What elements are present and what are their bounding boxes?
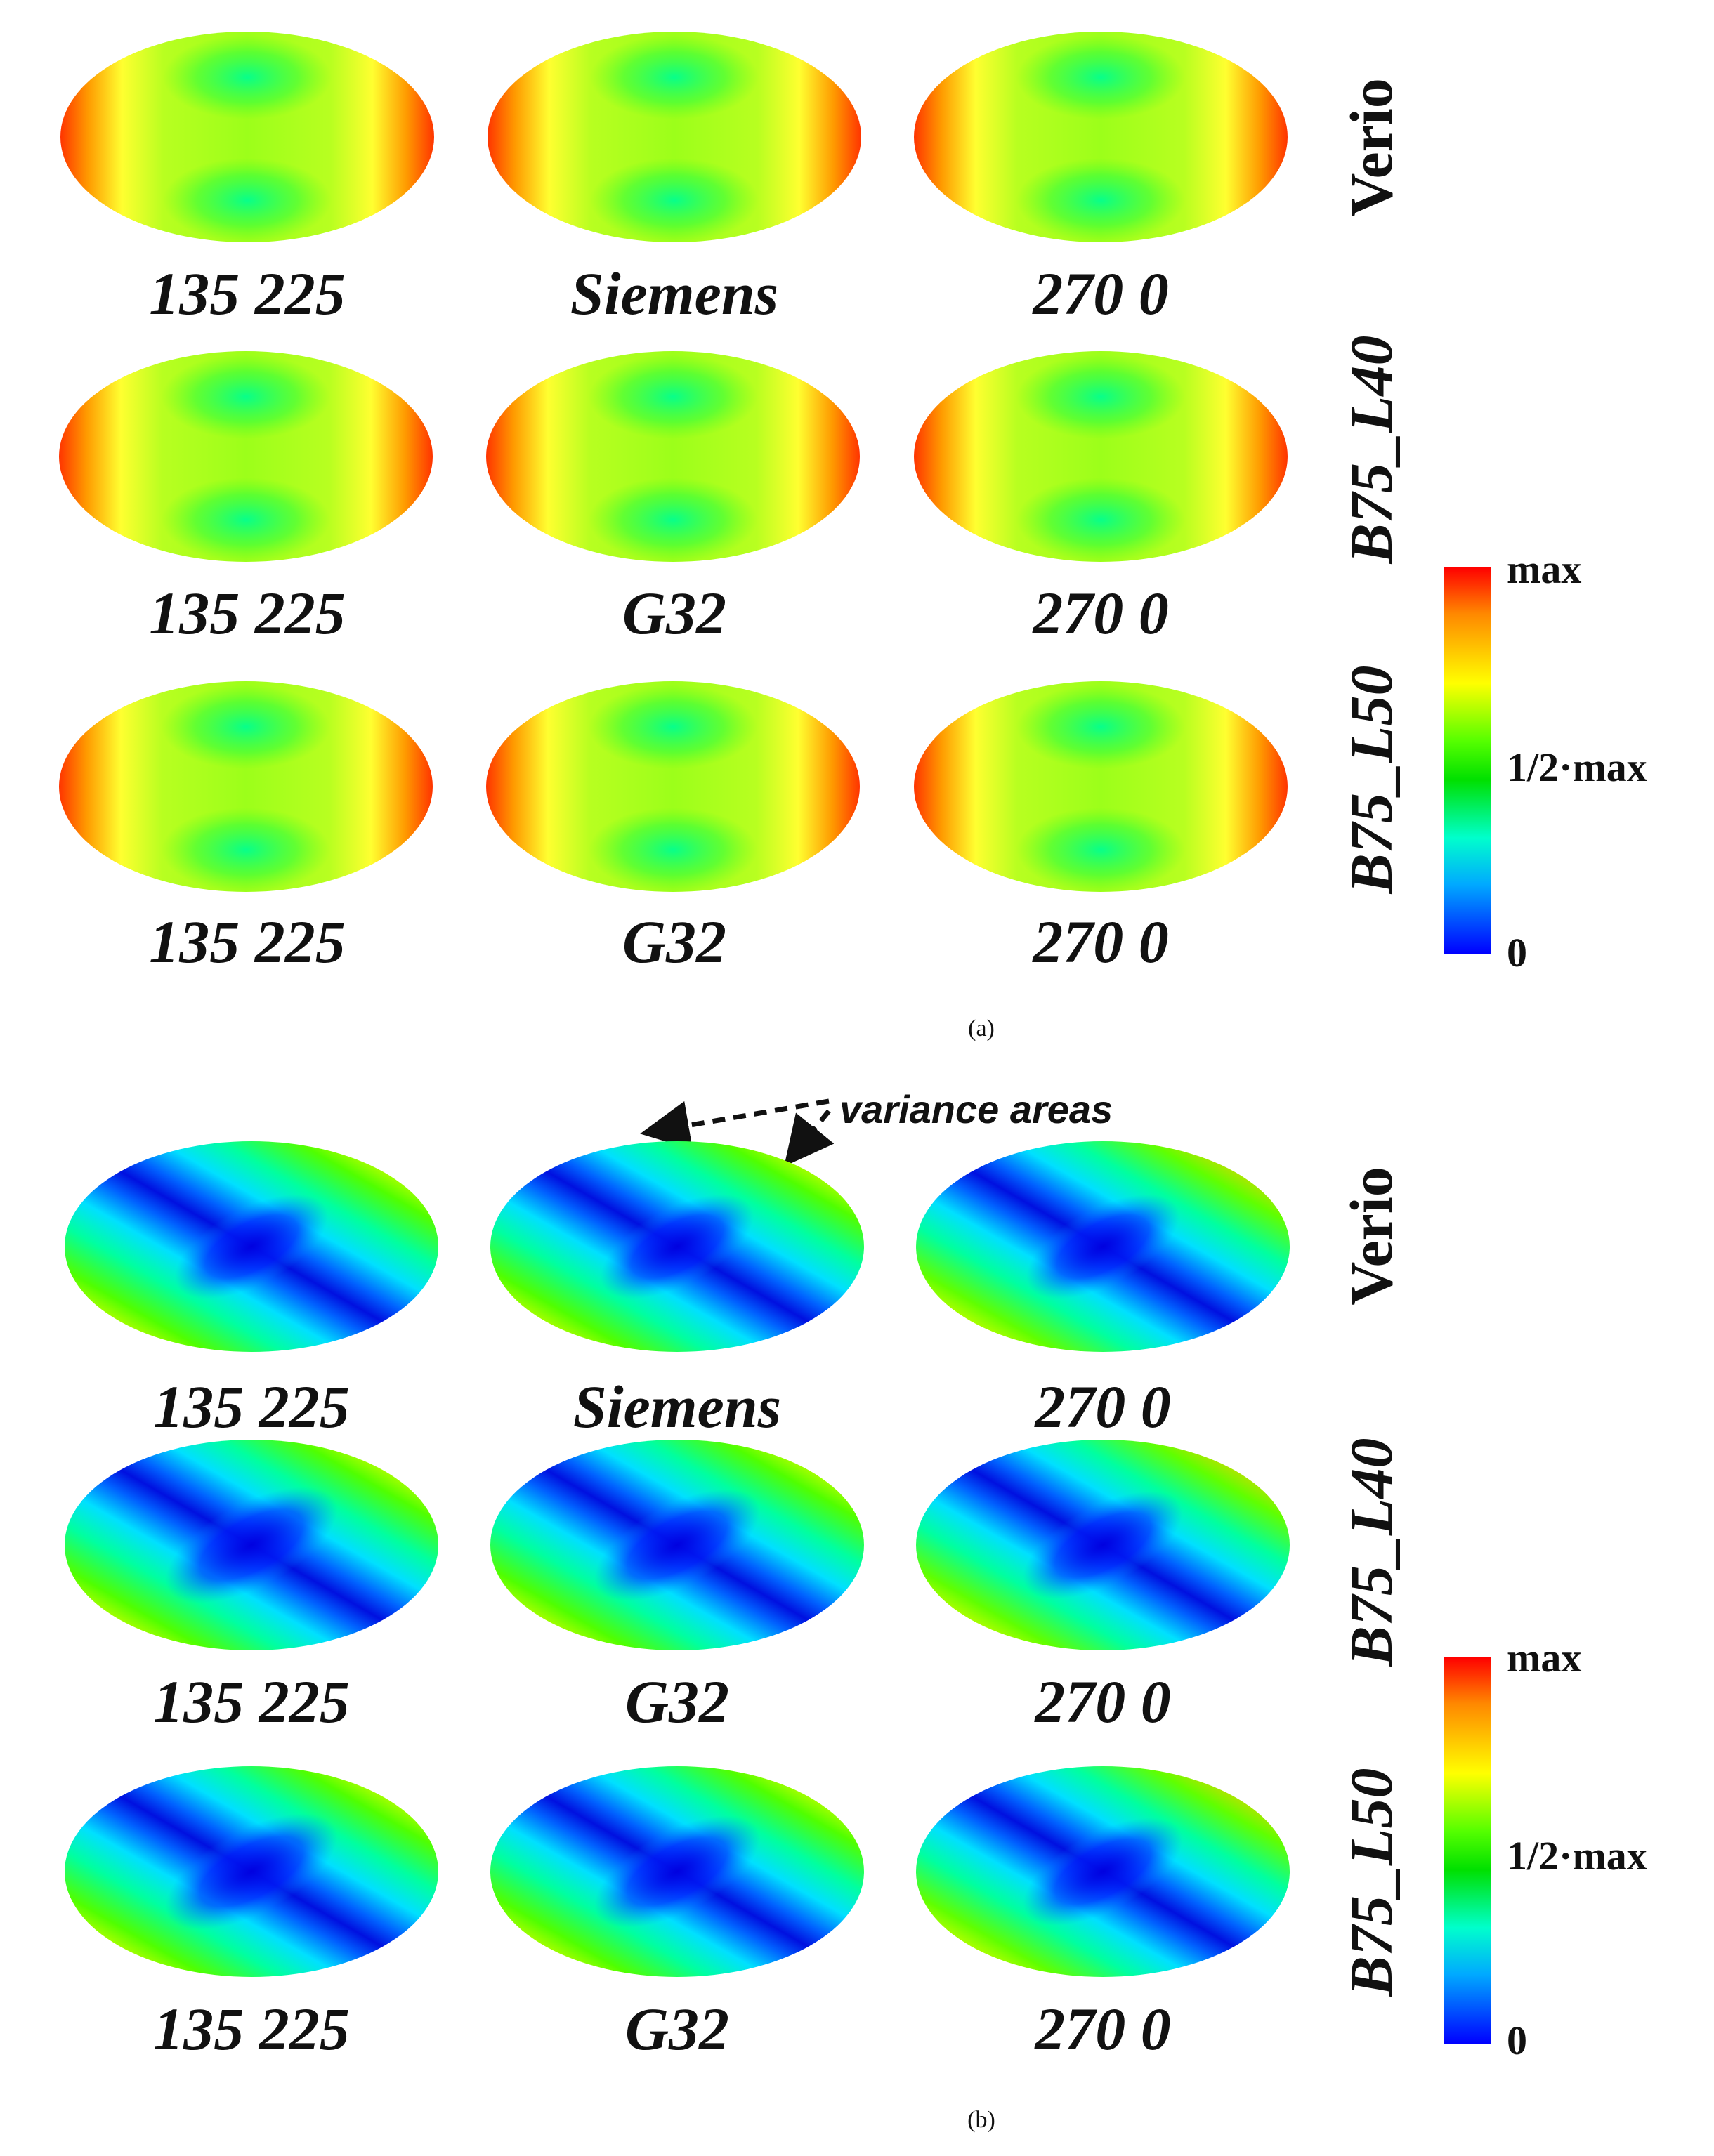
column-label: 135 225 <box>153 1995 350 2063</box>
panel-b: variance areas 135 225 Siemens 270 0 135… <box>0 1067 1714 2156</box>
field-map <box>488 1763 867 1980</box>
column-label: G32 <box>622 579 727 647</box>
row-label: B75_L40 <box>1337 1438 1405 1667</box>
column-label: 270 0 <box>1033 908 1169 975</box>
colorbar-max-label: max <box>1507 1635 1582 1681</box>
row-label: B75_L50 <box>1337 665 1405 894</box>
field-map <box>913 1436 1293 1654</box>
field-map <box>62 1138 441 1355</box>
column-label: 135 225 <box>149 908 346 975</box>
colorbar <box>1444 1657 1491 2044</box>
panel-a: 135 225 Siemens 270 0 135 225 G32 270 0 … <box>0 0 1714 1067</box>
panel-caption: (a) <box>968 1015 995 1041</box>
column-label: Siemens <box>570 260 779 327</box>
row-label: Verio <box>1337 78 1405 217</box>
row-label: B75_L50 <box>1337 1768 1405 1997</box>
column-label: G32 <box>622 908 727 975</box>
column-label: 270 0 <box>1033 260 1169 327</box>
column-label: G32 <box>624 1668 730 1735</box>
colorbar-min-label: 0 <box>1507 2018 1527 2063</box>
colorbar-max-label: max <box>1507 546 1582 592</box>
field-map <box>56 678 436 895</box>
colorbar <box>1444 567 1491 954</box>
field-map <box>62 1763 441 1980</box>
field-map <box>911 28 1290 246</box>
colorbar-mid-label: 1/2·max <box>1507 1833 1647 1879</box>
column-label: 270 0 <box>1035 1668 1171 1735</box>
field-map <box>913 1763 1293 1980</box>
panel-caption: (b) <box>967 2107 995 2133</box>
column-label: Siemens <box>573 1373 782 1440</box>
column-label: 135 225 <box>153 1668 350 1735</box>
column-label: 270 0 <box>1033 579 1169 647</box>
field-map <box>56 348 436 565</box>
field-map <box>483 348 863 565</box>
column-label: 270 0 <box>1035 1373 1171 1440</box>
field-map <box>911 348 1290 565</box>
field-map <box>911 678 1290 895</box>
column-label: 135 225 <box>153 1373 350 1440</box>
row-label: Verio <box>1337 1166 1405 1306</box>
field-map <box>913 1138 1293 1355</box>
field-map <box>488 1138 867 1355</box>
field-map <box>483 678 863 895</box>
field-map <box>485 28 864 246</box>
column-label: 135 225 <box>149 579 346 647</box>
colorbar-min-label: 0 <box>1507 930 1527 975</box>
field-map <box>62 1436 441 1654</box>
field-map <box>488 1436 867 1654</box>
column-label: 135 225 <box>149 260 346 327</box>
column-label: 270 0 <box>1035 1995 1171 2063</box>
field-map <box>58 28 437 246</box>
column-label: G32 <box>624 1995 730 2063</box>
colorbar-mid-label: 1/2·max <box>1507 744 1647 790</box>
variance-annotation: variance areas <box>839 1087 1113 1131</box>
row-label: B75_L40 <box>1337 335 1405 564</box>
